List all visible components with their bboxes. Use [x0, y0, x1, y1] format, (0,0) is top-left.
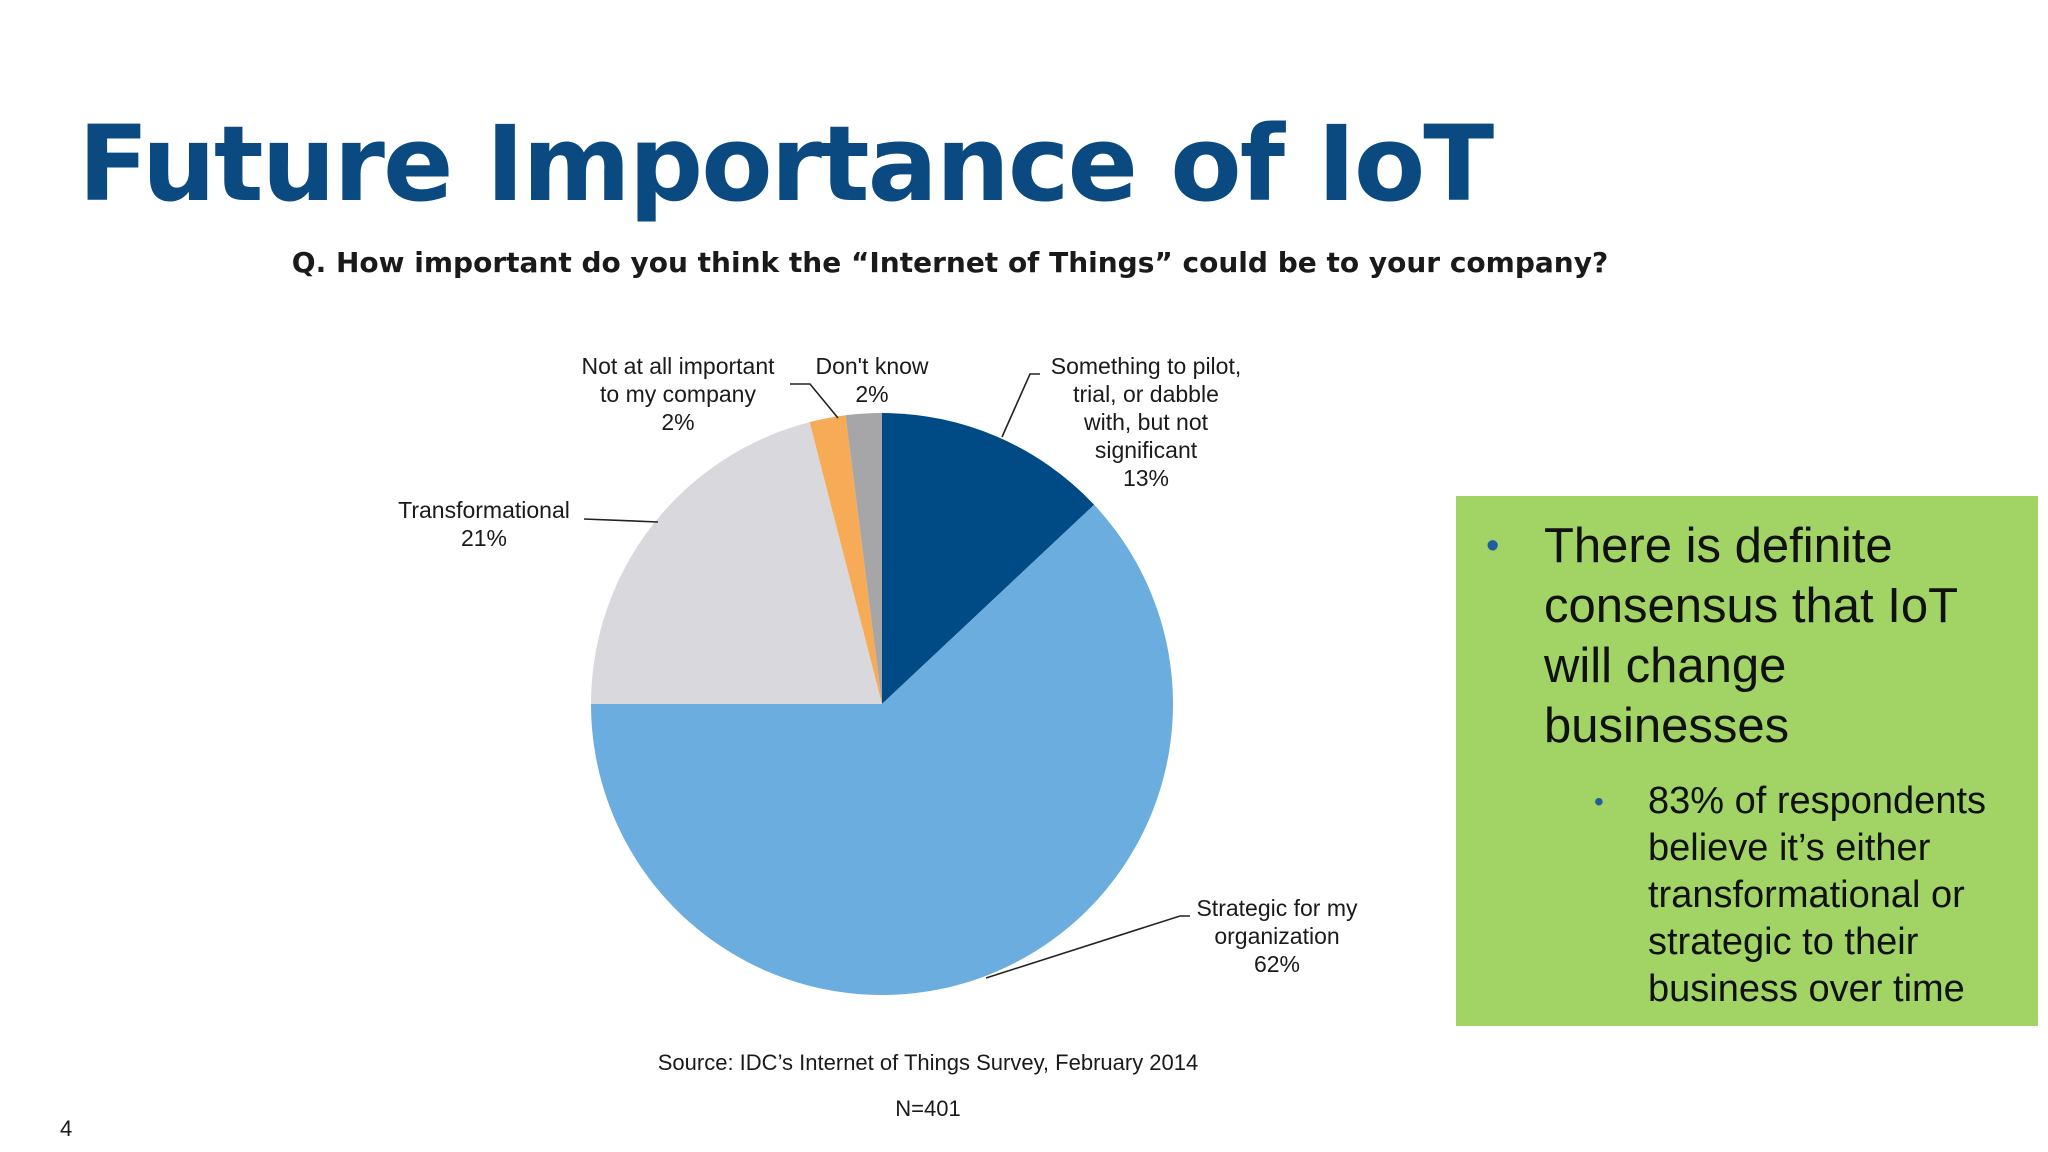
- pie-leader-lines: [583, 373, 1190, 979]
- slice-label-line: to my company: [600, 381, 756, 407]
- leader-line-not-at-all-important-to-my-company: [790, 383, 839, 419]
- leader-line-transformational: [583, 518, 659, 523]
- sample-size: N=401: [895, 1096, 961, 1121]
- slice-label-line: Not at all important: [581, 353, 775, 379]
- key-takeaway-callout: • There is definite consensus that IoT w…: [1456, 496, 2038, 1026]
- slice-value-label: 2%: [661, 409, 694, 435]
- pie-labels: Something to pilot, trial, or dabble with,…: [398, 353, 1358, 977]
- slice-label-line: Don't know: [815, 353, 928, 379]
- slice-value-label: 21%: [461, 525, 507, 551]
- survey-question: Q. How important do you think the “Inter…: [291, 246, 1609, 279]
- slice-label-transformational: Transformational 21%: [398, 497, 570, 551]
- slice-label-line: Strategic for my: [1196, 895, 1358, 921]
- slice-label-line: trial, or dabble: [1073, 381, 1219, 407]
- pie-slice-transformational: [591, 422, 882, 704]
- pie-slice-strategic-for-my-organization: [591, 504, 1173, 996]
- slice-value-label: 13%: [1123, 465, 1169, 491]
- callout-sub-bullet-text: 83% of respondents believe it’s either t…: [1648, 780, 1987, 1010]
- slide-title: Future Importance of IoT: [78, 103, 1494, 225]
- source-note: Source: IDC’s Internet of Things Survey,…: [657, 1050, 1199, 1075]
- slice-label-line: organization: [1214, 923, 1339, 949]
- leader-line-something-to-pilot-trial-or-dabble-with-but-not-significant: [1001, 373, 1040, 438]
- slice-label-not-at-all-important-to-my-company: Not at all important to my company 2%: [581, 353, 775, 435]
- slice-value-label: 2%: [855, 381, 888, 407]
- callout-sub-bullet: • 83% of respondents believe it’s either…: [1474, 778, 2008, 1013]
- bullet-dot-icon: •: [1486, 525, 1500, 567]
- slice-label-something-to-pilot-trial-or-dabble-with-but-not-significant: Something to pilot, trial, or dabble with,…: [1051, 353, 1242, 491]
- pie-slice-don-t-know: [845, 413, 882, 704]
- slice-label-line: significant: [1095, 437, 1198, 463]
- slice-label-line: Transformational: [398, 497, 570, 523]
- pie-slice-not-at-all-important-to-my-company: [809, 415, 882, 704]
- pie-slice-something-to-pilot-trial-or-dabble-with-but-not-significant: [882, 413, 1095, 704]
- slice-label-line: with, but not: [1083, 409, 1209, 435]
- callout-bullet: • There is definite consensus that IoT w…: [1474, 516, 2008, 756]
- page-number: 4: [60, 1116, 73, 1141]
- slice-label-line: Something to pilot,: [1051, 353, 1242, 379]
- pie-slices: [591, 413, 1173, 996]
- slice-label-strategic-for-my-organization: Strategic for my organization 62%: [1196, 895, 1358, 977]
- sub-bullet-dot-icon: •: [1594, 786, 1604, 817]
- slice-label-don-t-know: Don't know 2%: [815, 353, 928, 407]
- leader-line-strategic-for-my-organization: [985, 915, 1190, 979]
- slice-value-label: 62%: [1254, 951, 1300, 977]
- callout-bullet-text: There is definite consensus that IoT wil…: [1544, 519, 1958, 753]
